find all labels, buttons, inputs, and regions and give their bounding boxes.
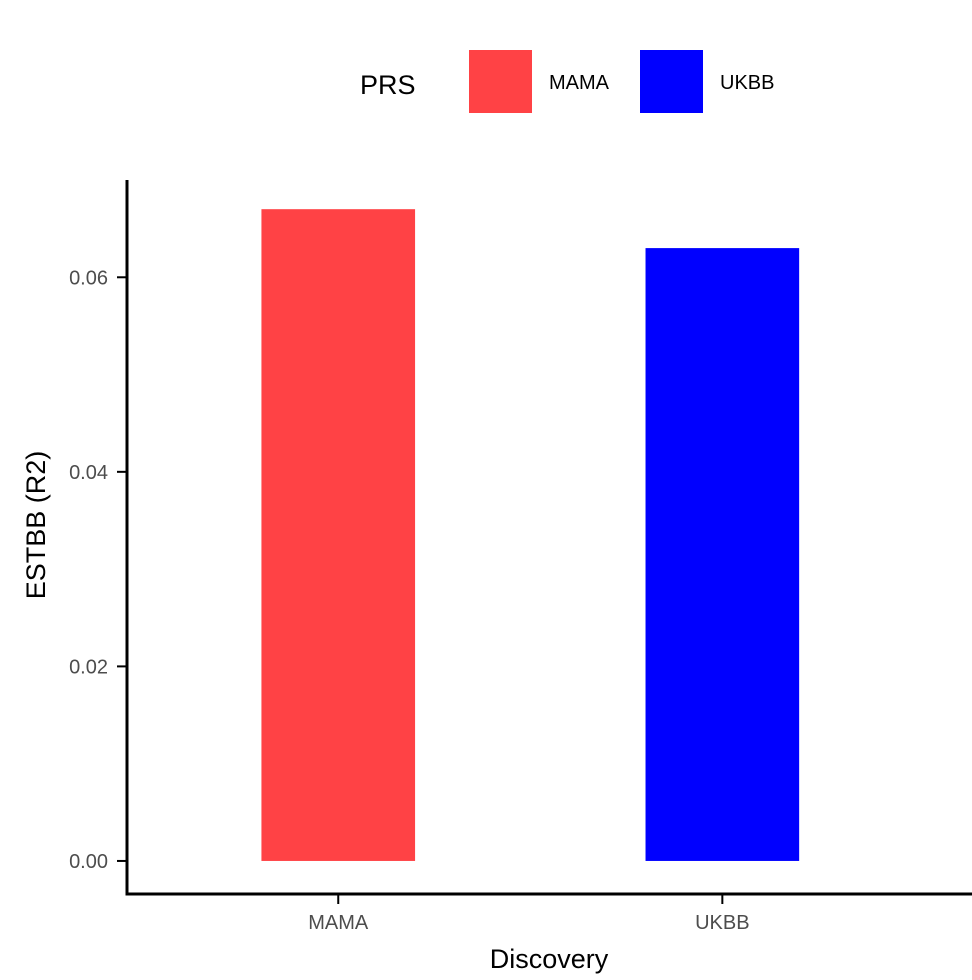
plot-area: 0.00 0.02 0.04 0.06 MAMA UKBB (69, 180, 972, 934)
legend-swatch-mama (469, 50, 532, 113)
bar-mama (261, 209, 416, 861)
y-axis-ticks: 0.00 0.02 0.04 0.06 (69, 267, 127, 873)
y-tick-label: 0.04 (69, 462, 108, 484)
bars-group (261, 209, 800, 861)
legend: PRS MAMA UKBB (360, 50, 774, 113)
y-tick-label: 0.02 (69, 656, 108, 678)
legend-label-ukbb: UKBB (720, 72, 774, 94)
x-tick-label-ukbb: UKBB (695, 912, 749, 934)
x-axis-ticks: MAMA UKBB (308, 894, 750, 934)
y-tick-label: 0.06 (69, 267, 108, 289)
legend-title: PRS (360, 70, 416, 100)
bar-ukbb (645, 248, 800, 861)
legend-label-mama: MAMA (549, 72, 610, 94)
y-tick-label: 0.00 (69, 851, 108, 873)
x-axis-title: Discovery (490, 944, 609, 974)
y-axis-title: ESTBB (R2) (21, 451, 51, 600)
x-tick-label-mama: MAMA (308, 912, 369, 934)
legend-swatch-ukbb (640, 50, 703, 113)
